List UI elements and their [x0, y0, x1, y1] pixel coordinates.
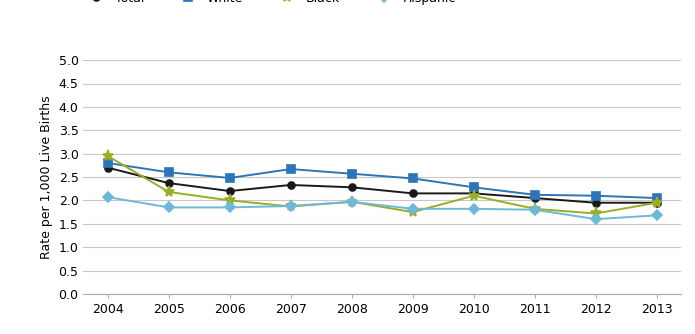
Total [530, 196, 539, 200]
Black [104, 154, 112, 158]
Total [286, 183, 295, 187]
White [530, 193, 539, 197]
Hispanic [165, 205, 173, 209]
Hispanic [286, 204, 295, 208]
Line: Hispanic: Hispanic [104, 194, 660, 222]
Total [653, 201, 661, 205]
Hispanic [530, 208, 539, 212]
White [226, 176, 234, 180]
Black [653, 201, 661, 205]
Hispanic [104, 195, 112, 199]
Legend: Total, White, Black, Hispanic: Total, White, Black, Hispanic [83, 0, 456, 5]
White [409, 176, 417, 180]
Hispanic [653, 213, 661, 217]
Hispanic [470, 207, 478, 211]
Total [104, 166, 112, 170]
Total [226, 189, 234, 193]
Hispanic [409, 207, 417, 211]
White [470, 185, 478, 189]
White [348, 172, 356, 176]
Black [591, 211, 600, 215]
Black [165, 190, 173, 194]
White [104, 161, 112, 165]
Black [530, 207, 539, 211]
Total [409, 191, 417, 195]
Hispanic [226, 205, 234, 209]
Line: Total: Total [104, 164, 660, 206]
Total [165, 181, 173, 185]
Black [286, 204, 295, 208]
Y-axis label: Rate per 1,000 Live Births: Rate per 1,000 Live Births [40, 95, 53, 259]
Hispanic [591, 217, 600, 221]
Black [226, 198, 234, 202]
Line: White: White [104, 159, 661, 202]
White [591, 194, 600, 198]
Black [409, 210, 417, 214]
Total [591, 201, 600, 205]
Total [470, 191, 478, 195]
Line: Black: Black [102, 150, 662, 219]
Black [348, 200, 356, 204]
Total [348, 185, 356, 189]
White [653, 196, 661, 200]
White [165, 170, 173, 174]
Hispanic [348, 200, 356, 204]
White [286, 167, 295, 171]
Black [470, 194, 478, 198]
